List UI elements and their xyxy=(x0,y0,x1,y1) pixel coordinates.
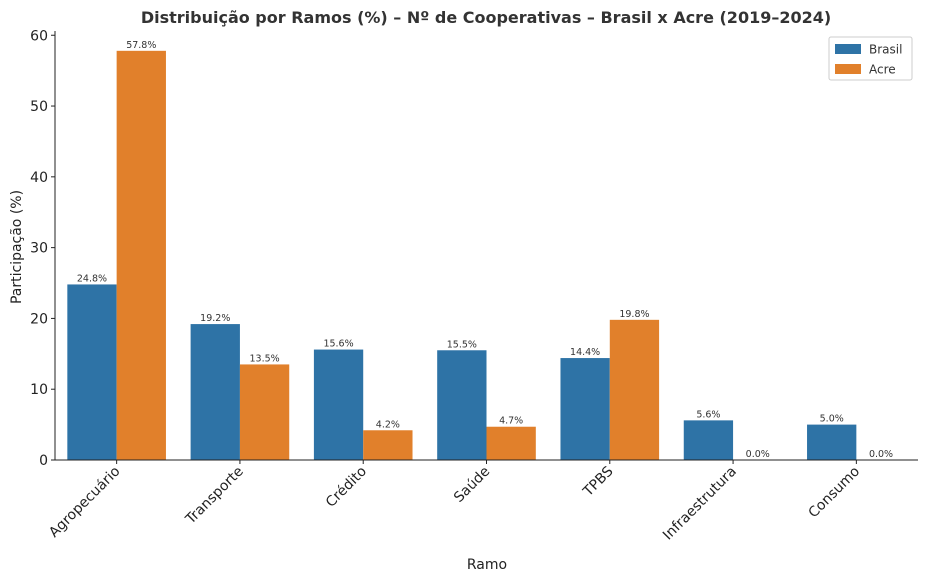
bar-acre-5 xyxy=(609,319,660,460)
bar-brasil-2 xyxy=(190,324,240,460)
bar-brasil-4 xyxy=(437,350,487,460)
data-label-brasil-4: 15.5% xyxy=(447,339,477,350)
bar-acre-2 xyxy=(239,364,290,460)
legend-swatch-acre xyxy=(835,64,861,74)
x-tick-label: Consumo xyxy=(805,464,863,522)
data-label-brasil-2: 19.2% xyxy=(200,313,230,324)
y-tick-label: 20 xyxy=(30,311,48,327)
data-label-brasil-7: 5.0% xyxy=(820,414,844,425)
bar-acre-3 xyxy=(363,430,413,460)
data-label-brasil-5: 14.4% xyxy=(570,347,600,358)
y-tick-label: 30 xyxy=(30,241,48,257)
x-tick-label: Crédito xyxy=(323,464,370,511)
x-tick-label: TPBS xyxy=(580,463,617,500)
y-tick-label: 50 xyxy=(30,99,48,115)
data-label-brasil-1: 24.8% xyxy=(77,273,107,284)
legend: Brasil Acre xyxy=(828,36,913,81)
y-tick-label: 60 xyxy=(30,28,48,44)
data-label-acre-7: 0.0% xyxy=(869,449,893,460)
y-tick-label: 40 xyxy=(30,170,48,186)
y-axis-label: Participação (%) xyxy=(9,190,25,304)
x-axis-label: Ramo xyxy=(467,557,507,573)
data-label-brasil-6: 5.6% xyxy=(696,409,720,420)
bar-brasil-1 xyxy=(67,284,117,460)
data-label-brasil-3: 15.6% xyxy=(323,339,353,350)
data-label-acre-4: 4.7% xyxy=(499,416,523,427)
x-tick-label: Infraestrutura xyxy=(660,464,740,544)
x-tick-label: Saúde xyxy=(451,464,493,506)
y-tick-label: 10 xyxy=(30,382,48,398)
data-label-acre-5: 19.8% xyxy=(619,309,649,320)
data-label-acre-2: 13.5% xyxy=(249,353,279,364)
data-label-acre-6: 0.0% xyxy=(746,449,770,460)
bar-brasil-6 xyxy=(683,420,734,460)
bar-brasil-7 xyxy=(807,424,857,460)
y-tick-label: 0 xyxy=(39,453,48,469)
bar-acre-1 xyxy=(116,50,166,460)
x-tick-label: Transporte xyxy=(182,464,247,529)
chart-title: Distribuição por Ramos (%) – Nº de Coope… xyxy=(141,8,831,27)
data-label-acre-3: 4.2% xyxy=(376,419,400,430)
bar-brasil-5 xyxy=(560,358,610,460)
legend-swatch-brasil xyxy=(835,44,861,54)
bar-acre-4 xyxy=(486,426,536,460)
legend-label-brasil: Brasil xyxy=(869,43,902,57)
legend-label-acre: Acre xyxy=(869,63,896,77)
plot-area: 24.8% 19.2% 15.6% 15.5% 14.4% 5.6% 5.0% 57.8% 13… xyxy=(30,28,918,543)
data-label-acre-1: 57.8% xyxy=(126,40,156,51)
x-tick-label: Agropecuário xyxy=(46,464,123,541)
bar-brasil-3 xyxy=(313,349,364,460)
